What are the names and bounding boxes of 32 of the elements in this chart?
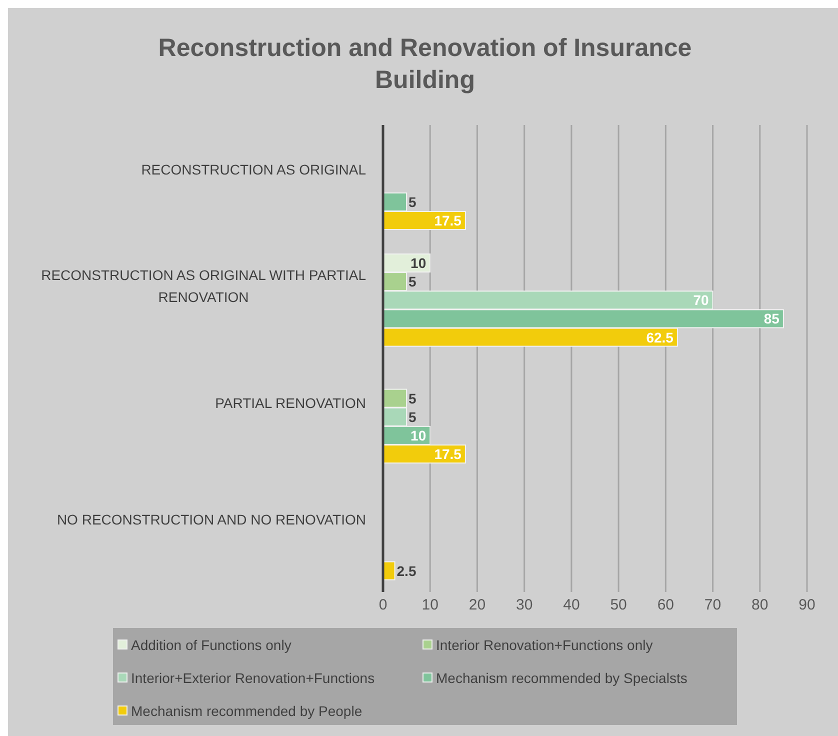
x-tick-label: 70 (704, 596, 722, 614)
chart-title: Reconstruction and Renovation of Insurance Building (158, 34, 692, 94)
data-label: 62.5 (646, 329, 674, 346)
data-label: 70 (693, 292, 709, 308)
data-label: 5 (408, 274, 417, 290)
y-tick-label: PARTIAL RENOVATION (215, 394, 366, 411)
y-tick-label: RECONSTRUCTION AS ORIGINAL (141, 161, 366, 178)
x-tick-label: 40 (563, 596, 580, 614)
x-tick-label: 80 (752, 596, 768, 614)
legend-label: Interior Renovation+Functions only (436, 637, 653, 653)
x-tick-label: 0 (378, 596, 388, 614)
x-tick-label: 90 (798, 596, 816, 614)
legend-label: Addition of Functions only (131, 637, 292, 653)
legend-label: Mechanism recommended by Specialsts (436, 670, 688, 686)
x-tick-label: 10 (422, 596, 438, 614)
y-tick-label: NO RECONSTRUCTION AND NO RENOVATION (56, 512, 366, 528)
data-label: 5 (408, 408, 417, 425)
data-label: 17.5 (434, 446, 462, 462)
legend-label: Mechanism recommended by People (131, 703, 362, 719)
y-tick-label: RECONSTRUCTION AS ORIGINAL WITH PARTIAL RENOVATION (41, 267, 366, 306)
data-label: 10 (410, 254, 426, 271)
data-label: 17.5 (434, 212, 462, 229)
data-label: 85 (764, 310, 780, 327)
x-tick-label: 20 (468, 596, 486, 614)
legend-label: Interior+Exterior Renovation+Functions (131, 670, 375, 686)
data-label: 2.5 (396, 562, 416, 579)
x-tick-label: 60 (657, 596, 674, 614)
x-tick-label: 50 (610, 596, 627, 614)
x-tick-label: 30 (516, 596, 533, 614)
data-label: 5 (408, 194, 417, 210)
data-label: 5 (408, 390, 417, 406)
data-label: 10 (410, 427, 426, 444)
